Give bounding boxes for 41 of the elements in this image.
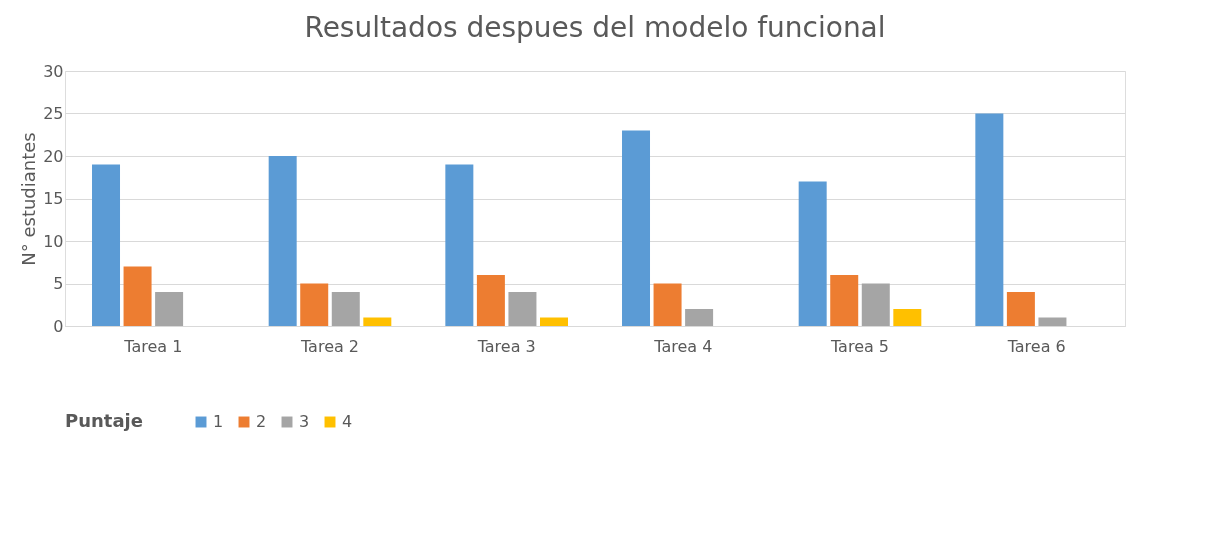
legend-label: 4 <box>342 412 353 431</box>
bar <box>861 283 890 326</box>
y-tick-label: 25 <box>43 104 64 123</box>
y-axis-title: N° estudiantes <box>18 132 40 266</box>
y-tick-label: 20 <box>43 146 64 166</box>
bar <box>268 156 297 326</box>
bar <box>155 292 184 326</box>
legend-label: 2 <box>256 412 267 431</box>
bar <box>92 164 121 326</box>
y-tick-label: 5 <box>53 274 64 293</box>
bar <box>123 266 152 326</box>
bar <box>476 275 505 326</box>
bar <box>685 309 714 326</box>
legend-label: 1 <box>213 412 224 431</box>
bar <box>975 113 1004 326</box>
bar <box>622 130 651 326</box>
bar <box>508 292 537 326</box>
bar <box>830 275 859 326</box>
y-tick-label: 10 <box>43 231 64 251</box>
x-tick-label: Tarea 1 <box>123 336 183 356</box>
x-tick-label: Tarea 2 <box>299 336 360 356</box>
bar <box>893 309 922 326</box>
bar <box>539 317 568 326</box>
bar <box>1038 317 1067 326</box>
legend-label: 3 <box>299 412 310 431</box>
legend-title: Puntaje <box>65 410 143 431</box>
y-tick-label: 15 <box>43 189 64 208</box>
bar <box>445 164 474 326</box>
bar <box>653 283 682 326</box>
bar <box>798 181 827 326</box>
bar <box>300 283 329 326</box>
x-tick-label: Tarea 3 <box>476 336 536 356</box>
bar <box>331 292 360 326</box>
chart-title: Resultados despues del modelo funcional <box>304 11 886 44</box>
bar <box>1006 292 1035 326</box>
y-tick-label: 0 <box>53 316 64 336</box>
y-tick-label: 30 <box>43 61 64 81</box>
bar <box>363 317 392 326</box>
x-tick-label: Tarea 6 <box>1006 336 1066 356</box>
x-tick-label: Tarea 5 <box>829 336 890 356</box>
x-tick-label: Tarea 4 <box>653 336 713 356</box>
